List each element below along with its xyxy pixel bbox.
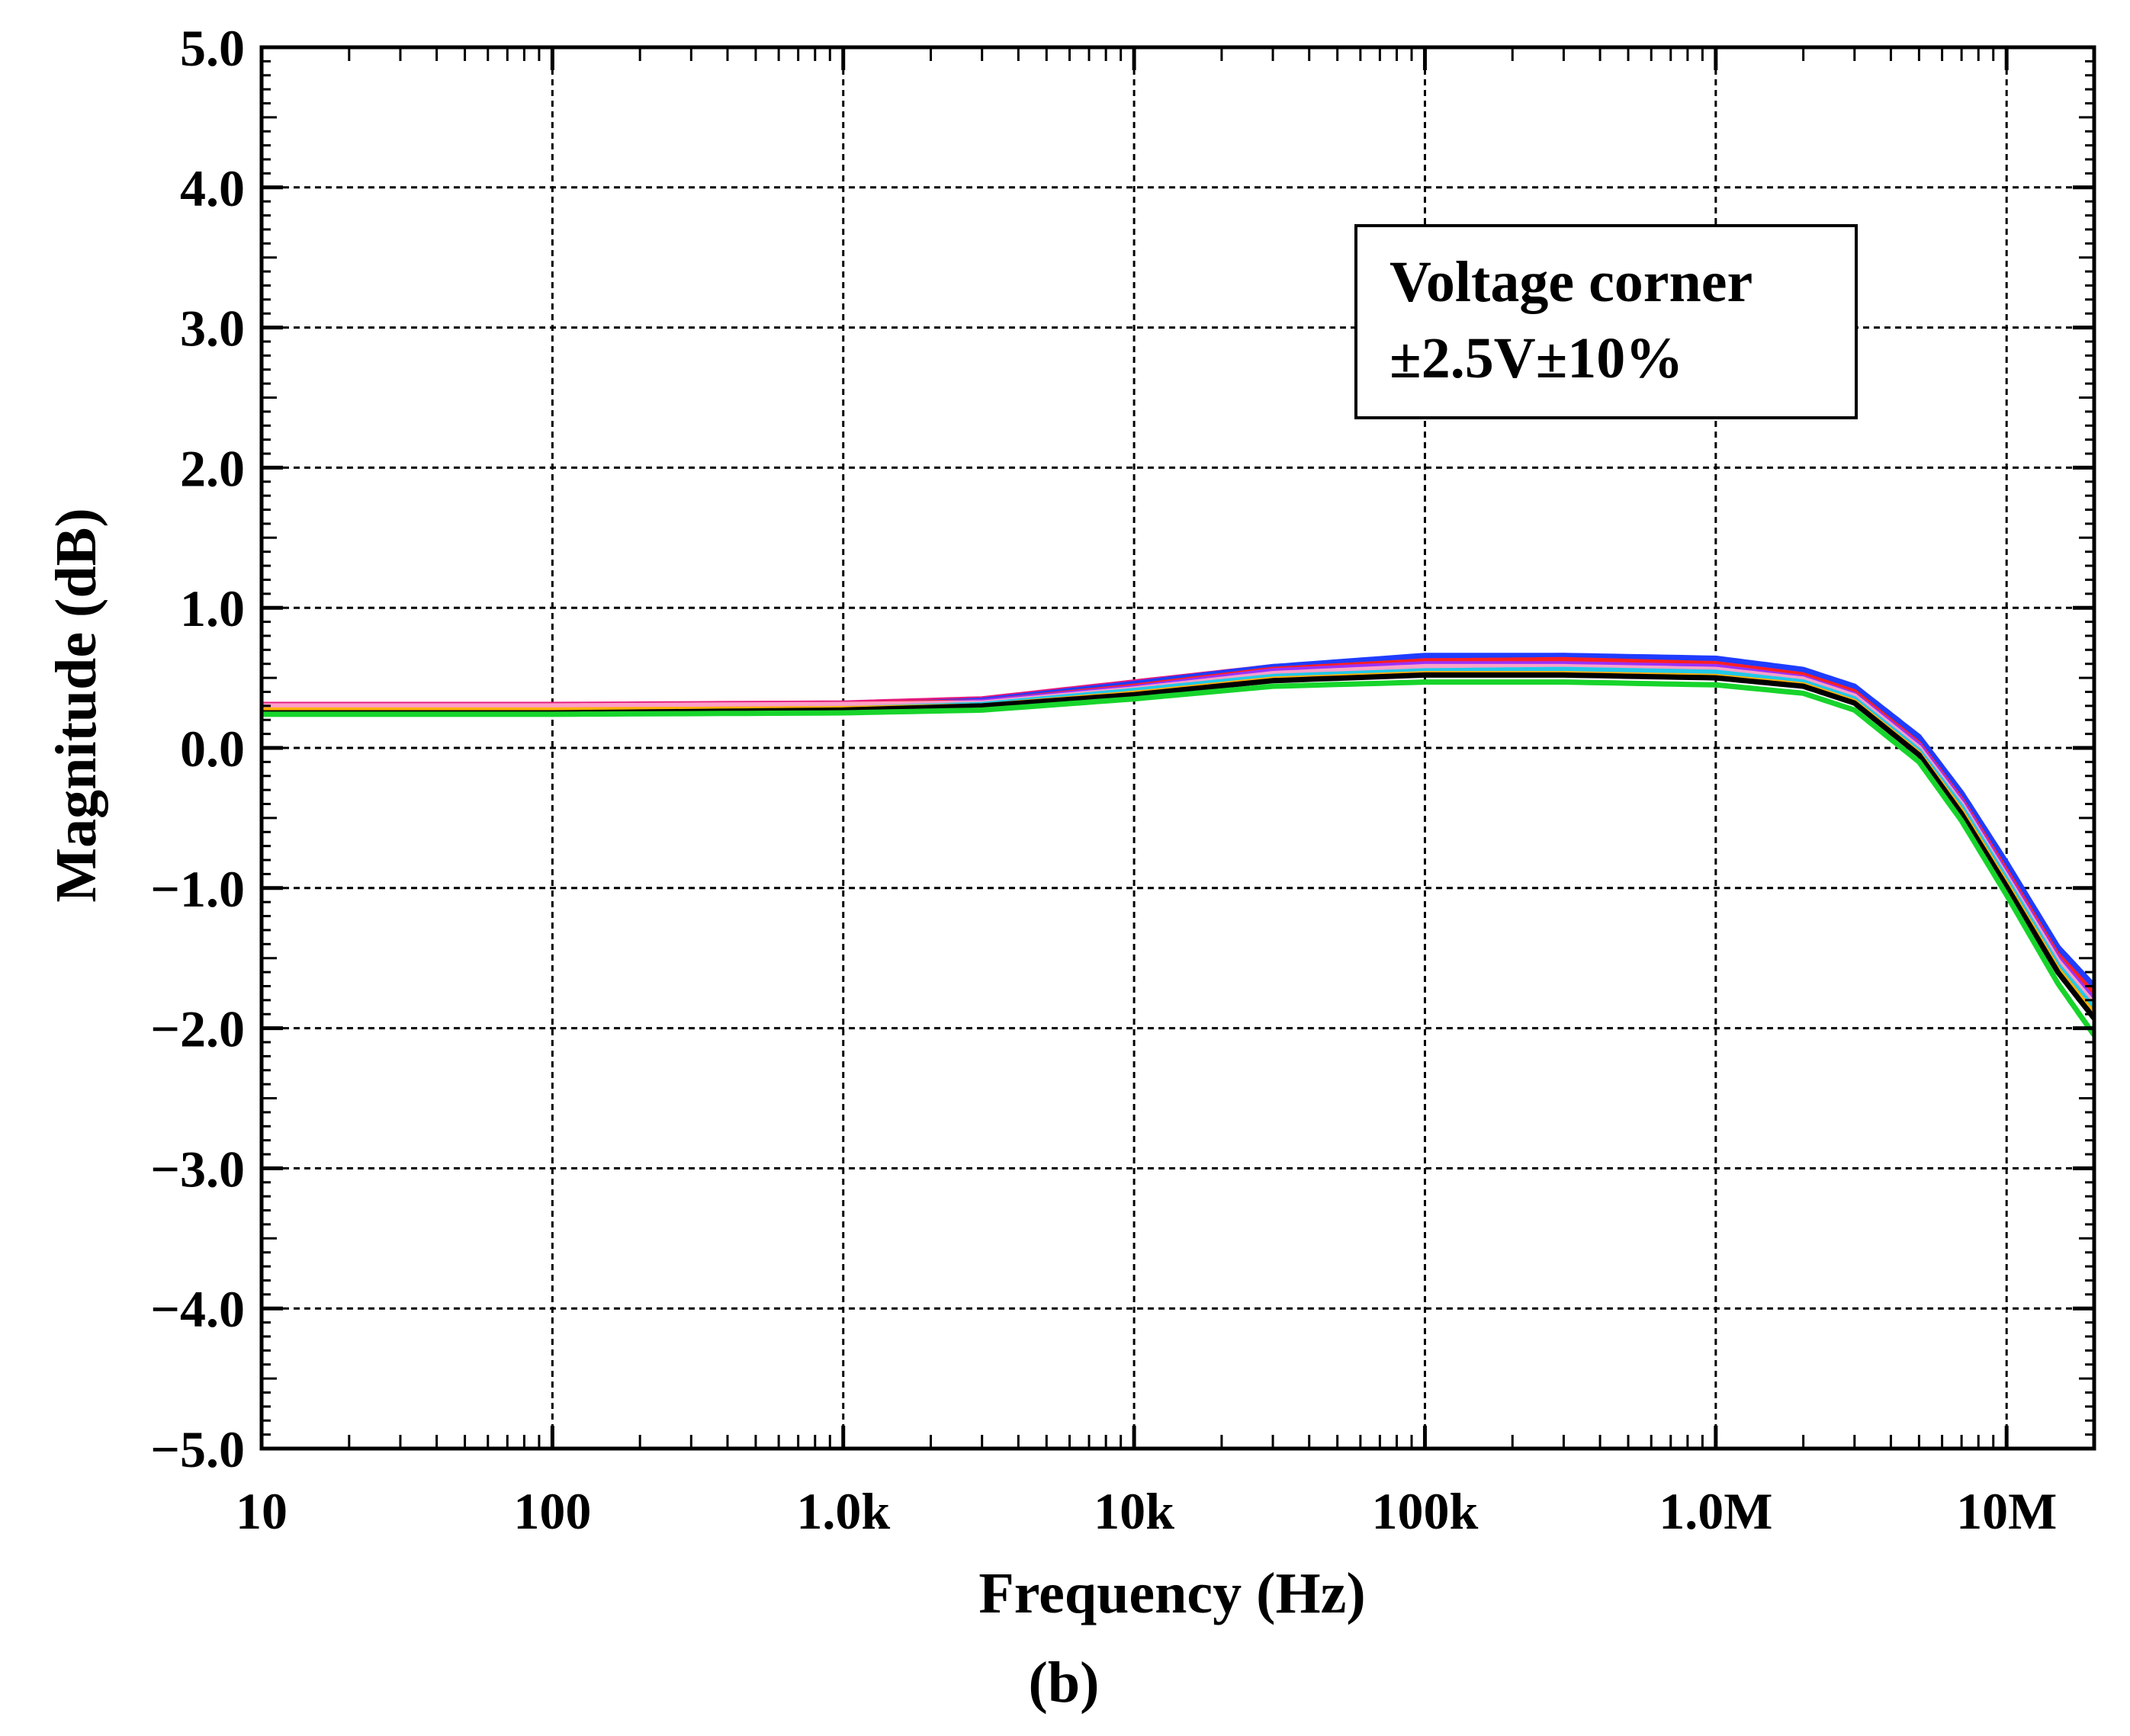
legend-line-2: ±2.5V±10% (1389, 326, 1683, 390)
y-tick-label: 0.0 (180, 720, 245, 778)
x-tick-label: 100 (513, 1482, 591, 1540)
series-line-corner-7 (262, 671, 2096, 1016)
x-tick-label: 10 (236, 1482, 288, 1540)
plot-frame (259, 45, 2096, 1451)
legend-line-1: Voltage corner (1389, 250, 1753, 314)
x-tick-labels: 10 100 1.0k 10k 100k 1.0M 10M (236, 1482, 2057, 1540)
y-axis-title: Magnitude (dB) (44, 508, 108, 902)
y-tick-label: 4.0 (180, 159, 245, 217)
y-tick-label: 5.0 (180, 19, 245, 77)
x-tick-label: 1.0k (796, 1482, 890, 1540)
y-tick-label: −2.0 (150, 1000, 245, 1058)
series-line-corner-8 (262, 672, 2096, 1020)
figure-caption: (b) (1029, 1651, 1100, 1715)
y-tick-label: −1.0 (150, 860, 245, 918)
x-tick-label: 10k (1094, 1482, 1174, 1540)
y-tick-label: −4.0 (150, 1280, 245, 1338)
y-tick-label: −5.0 (150, 1420, 245, 1478)
y-tick-label: 3.0 (180, 300, 245, 358)
y-tick-labels: 5.0 4.0 3.0 2.0 1.0 0.0 −1.0 −2.0 −3.0 −4.0 −5.0 (150, 19, 245, 1478)
series-lines (262, 653, 2096, 1037)
series-line-corner-5 (262, 663, 2096, 1006)
x-tick-label: 100k (1372, 1482, 1479, 1540)
y-tick-label: 1.0 (180, 579, 245, 637)
y-tick-label: 2.0 (180, 439, 245, 497)
legend-frame (1354, 224, 1858, 419)
x-tick-label: 10M (1956, 1482, 2057, 1540)
x-axis-title: Frequency (Hz) (978, 1561, 1365, 1625)
legend-box: Voltage corner ±2.5V±10% (1354, 224, 1858, 419)
series-line-corner-6 (262, 666, 2096, 1011)
x-tick-label: 1.0M (1659, 1482, 1772, 1540)
y-tick-label: −3.0 (150, 1140, 245, 1198)
series-line-corner-9 (262, 679, 2096, 1037)
